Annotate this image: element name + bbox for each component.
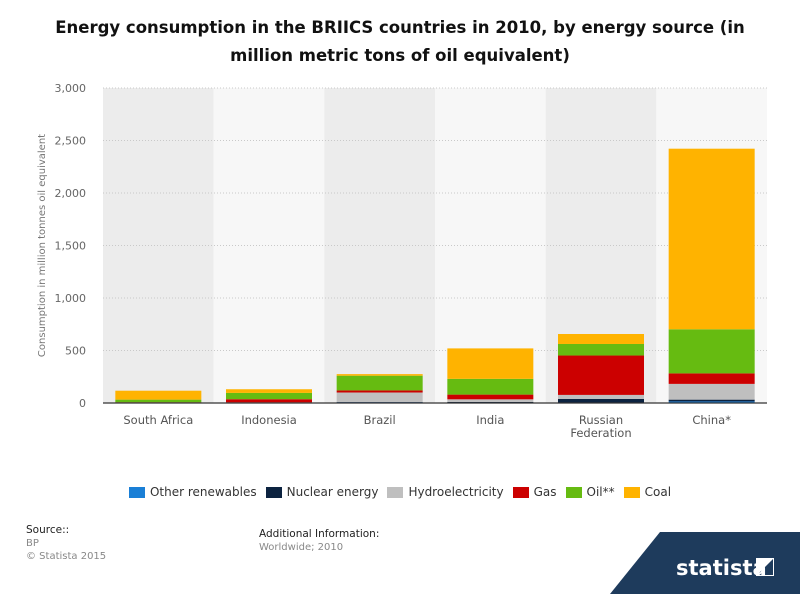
bar-segment <box>558 334 644 344</box>
bar-segment <box>447 399 534 402</box>
legend-swatch <box>265 486 282 498</box>
x-tick-label: China* <box>692 413 731 427</box>
legend-item[interactable]: Hydroelectricity <box>387 485 504 499</box>
bar-segment <box>558 398 644 403</box>
additional-info-heading: Additional Information: <box>259 528 380 540</box>
legend-item[interactable]: Gas <box>512 485 557 499</box>
bar-segment <box>226 389 312 393</box>
x-tick-label: Russian Federation <box>570 413 631 440</box>
y-tick-label: 2,500 <box>55 135 87 148</box>
bar-segment <box>336 374 423 376</box>
legend-item[interactable]: Nuclear energy <box>265 485 379 499</box>
copyright-line: © Statista 2015 <box>26 551 107 562</box>
x-tick-label: India <box>476 413 504 427</box>
bar-segment <box>668 329 755 374</box>
bar-segment <box>115 399 202 403</box>
legend: Other renewables Nuclear energy Hydroelect… <box>0 485 800 499</box>
legend-label: Oil** <box>586 485 615 499</box>
bar-segment <box>115 390 202 400</box>
bar-segment <box>447 348 534 379</box>
bar-segment <box>558 394 644 399</box>
legend-item[interactable]: Oil** <box>565 485 615 499</box>
y-tick-label: 3,000 <box>55 82 87 95</box>
legend-item[interactable]: Other renewables <box>128 485 257 499</box>
legend-swatch <box>623 486 640 498</box>
bar-segment <box>668 401 755 403</box>
legend-item[interactable]: Coal <box>623 485 672 499</box>
bar-segment <box>226 399 312 403</box>
bar-chart: 0 500 1,000 1,500 2,000 2,500 3,000 South Afric… <box>37 82 767 440</box>
brand-logo-text: statista <box>676 556 767 580</box>
bar-segment <box>226 392 312 400</box>
bar-segment <box>668 399 755 402</box>
x-tick-label: Brazil <box>364 413 396 427</box>
bar-segment <box>336 375 423 391</box>
bar-segment <box>447 394 534 400</box>
y-tick-label: 0 <box>79 397 86 410</box>
statista-logo-icon <box>756 558 774 576</box>
brand-banner-shape <box>610 532 800 594</box>
bar-segment <box>447 401 534 403</box>
source-heading: Source:: <box>26 524 70 536</box>
additional-info-text: Worldwide; 2010 <box>259 542 344 553</box>
x-tick-label: Indonesia <box>241 413 297 427</box>
y-tick-label: 1,500 <box>55 240 87 253</box>
additional-info-block: Additional Information: Worldwide; 2010 <box>259 527 379 555</box>
y-tick-label: 500 <box>65 345 86 358</box>
source-line: BP <box>26 538 39 549</box>
legend-label: Other renewables <box>149 485 257 499</box>
bar-segment <box>668 383 755 400</box>
y-tick-label: 1,000 <box>55 292 87 305</box>
bar-segment <box>558 343 644 356</box>
bar-segment <box>336 392 423 402</box>
legend-label: Gas <box>533 485 557 499</box>
chart-title: Energy consumption in the BRIICS countri… <box>55 18 745 65</box>
bar-segment <box>447 378 534 395</box>
x-tick-label: South Africa <box>123 413 193 427</box>
legend-swatch <box>512 486 529 498</box>
legend-label: Coal <box>644 485 672 499</box>
legend-swatch <box>565 486 582 498</box>
y-axis-label: Consumption in million tonnes oil equiva… <box>37 134 48 357</box>
legend-swatch <box>128 486 145 498</box>
legend-label: Hydroelectricity <box>408 485 504 499</box>
legend-label: Nuclear energy <box>286 485 379 499</box>
bar-segment <box>336 390 423 393</box>
y-tick-label: 2,000 <box>55 187 87 200</box>
bar-segment <box>668 373 755 384</box>
legend-swatch <box>387 486 404 498</box>
bar-segment <box>558 355 644 395</box>
source-block: Source:: BP © Statista 2015 <box>26 524 106 563</box>
bar-segment <box>668 148 755 330</box>
